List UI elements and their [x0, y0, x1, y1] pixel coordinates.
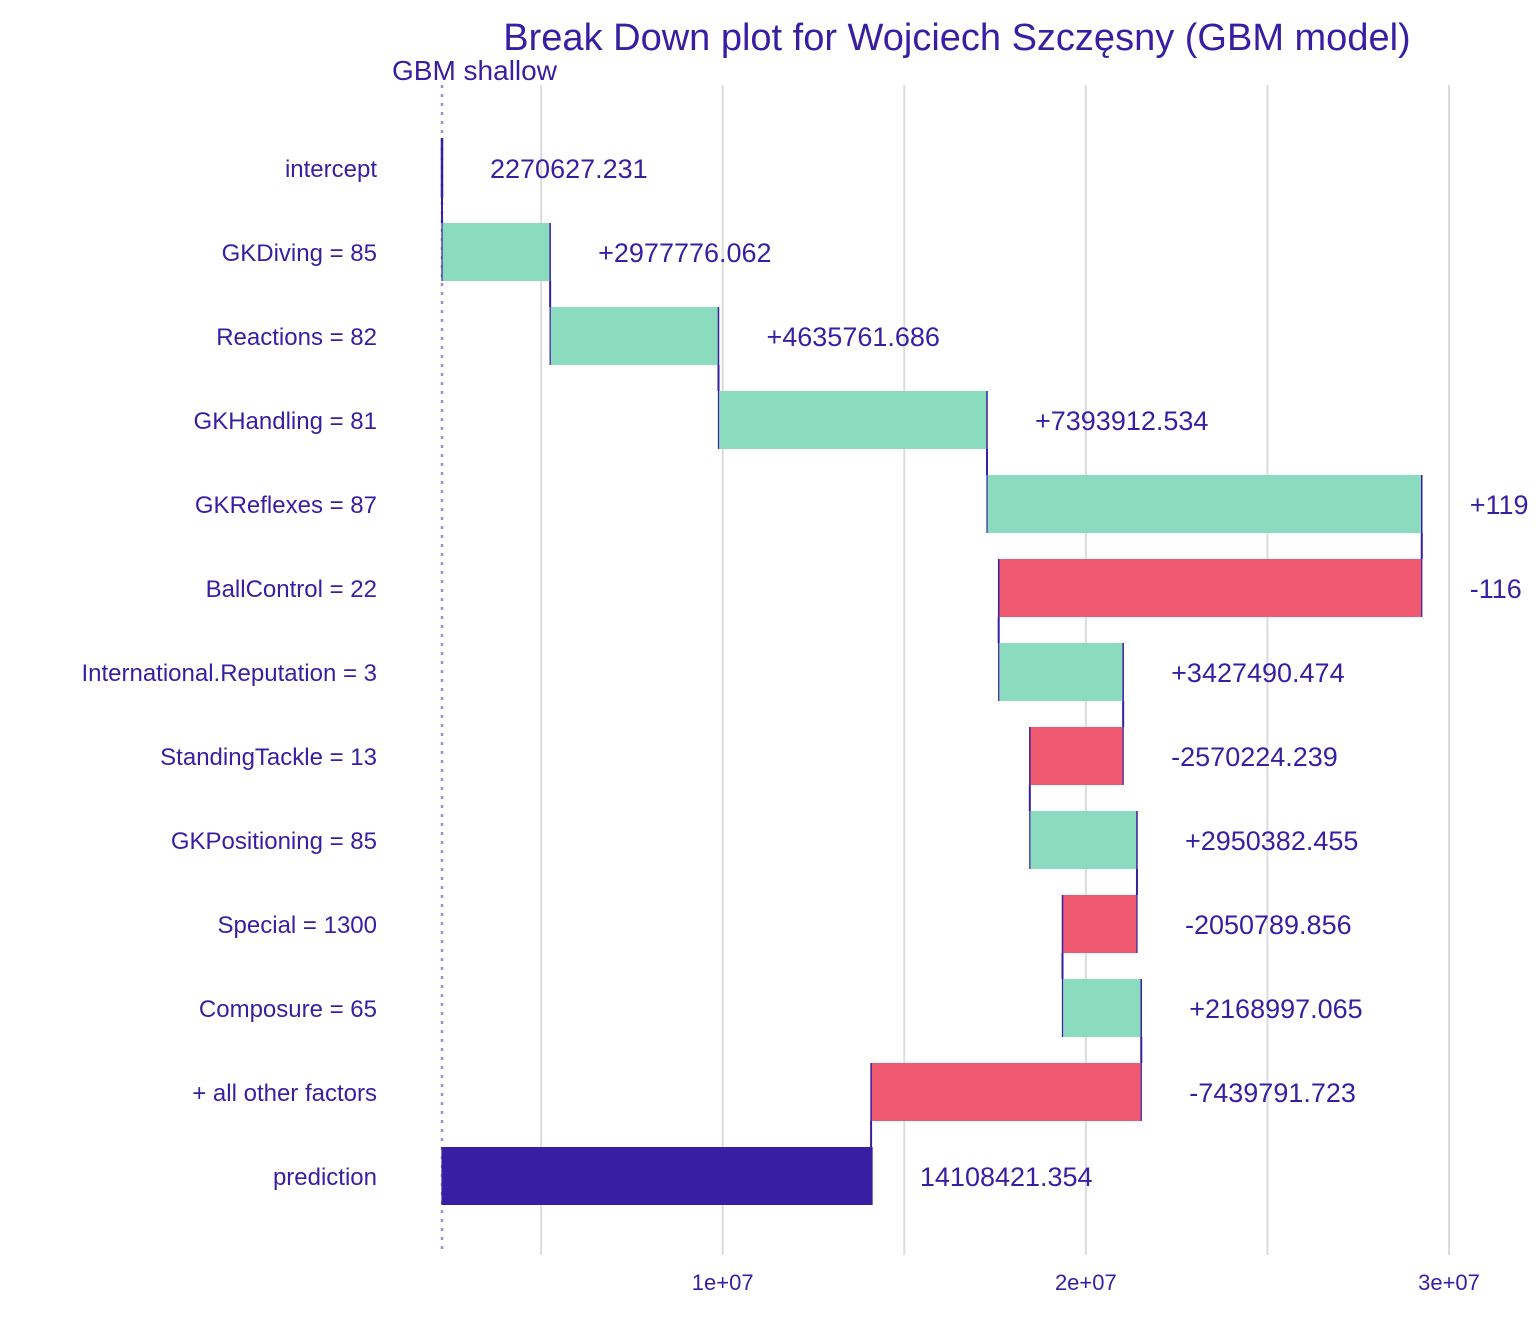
value-label: +119	[1470, 490, 1529, 520]
row-label: GKPositioning = 85	[171, 828, 377, 855]
row-labels: intercept GKDiving = 85 Reactions = 82 GKHa…	[81, 156, 377, 1191]
value-label: +2168997.065	[1189, 994, 1362, 1024]
row-label: StandingTackle = 13	[160, 744, 377, 771]
row-label: BallControl = 22	[206, 576, 377, 603]
value-labels: 2270627.231 +2977776.062 +4635761.686 +7393…	[490, 154, 1529, 1192]
bar	[1062, 979, 1142, 1037]
waterfall-bars	[440, 138, 1423, 1205]
row-label: Composure = 65	[199, 996, 377, 1023]
bar	[442, 223, 551, 281]
bar	[1029, 811, 1137, 869]
value-label: +7393912.534	[1035, 406, 1208, 436]
bar	[550, 307, 719, 365]
row-label: prediction	[273, 1164, 377, 1191]
row-label: intercept	[285, 156, 377, 183]
value-label: -7439791.723	[1189, 1078, 1356, 1108]
value-label: +2950382.455	[1185, 826, 1358, 856]
x-axis-ticks: 1e+07 2e+07 3e+07	[692, 1270, 1480, 1295]
row-label: Reactions = 82	[216, 324, 377, 351]
value-label: -2570224.239	[1171, 742, 1338, 772]
bar	[998, 559, 1422, 617]
value-label: -116	[1470, 574, 1522, 604]
x-tick-label: 1e+07	[692, 1270, 754, 1295]
bar	[986, 475, 1422, 533]
bar	[871, 1063, 1142, 1121]
bar	[998, 643, 1124, 701]
chart-subtitle: GBM shallow	[392, 55, 558, 86]
bar	[1062, 895, 1137, 953]
chart-title: Break Down plot for Wojciech Szczęsny (G…	[503, 17, 1410, 59]
row-label: + all other factors	[192, 1080, 377, 1107]
value-label: +4635761.686	[766, 322, 939, 352]
bar-connectors	[441, 198, 1423, 1147]
row-label: GKDiving = 85	[222, 240, 377, 267]
row-label: GKHandling = 81	[194, 408, 377, 435]
row-label: GKReflexes = 87	[195, 492, 377, 519]
value-label: 14108421.354	[920, 1162, 1093, 1192]
row-label: International.Reputation = 3	[81, 660, 377, 687]
x-tick-label: 2e+07	[1055, 1270, 1117, 1295]
row-label: Special = 1300	[218, 912, 377, 939]
value-label: 2270627.231	[490, 154, 648, 184]
x-tick-label: 3e+07	[1418, 1270, 1480, 1295]
bar	[442, 1147, 872, 1205]
value-label: -2050789.856	[1185, 910, 1352, 940]
value-label: +3427490.474	[1171, 658, 1344, 688]
bar	[1029, 727, 1124, 785]
bar	[718, 391, 987, 449]
value-label: +2977776.062	[598, 238, 771, 268]
